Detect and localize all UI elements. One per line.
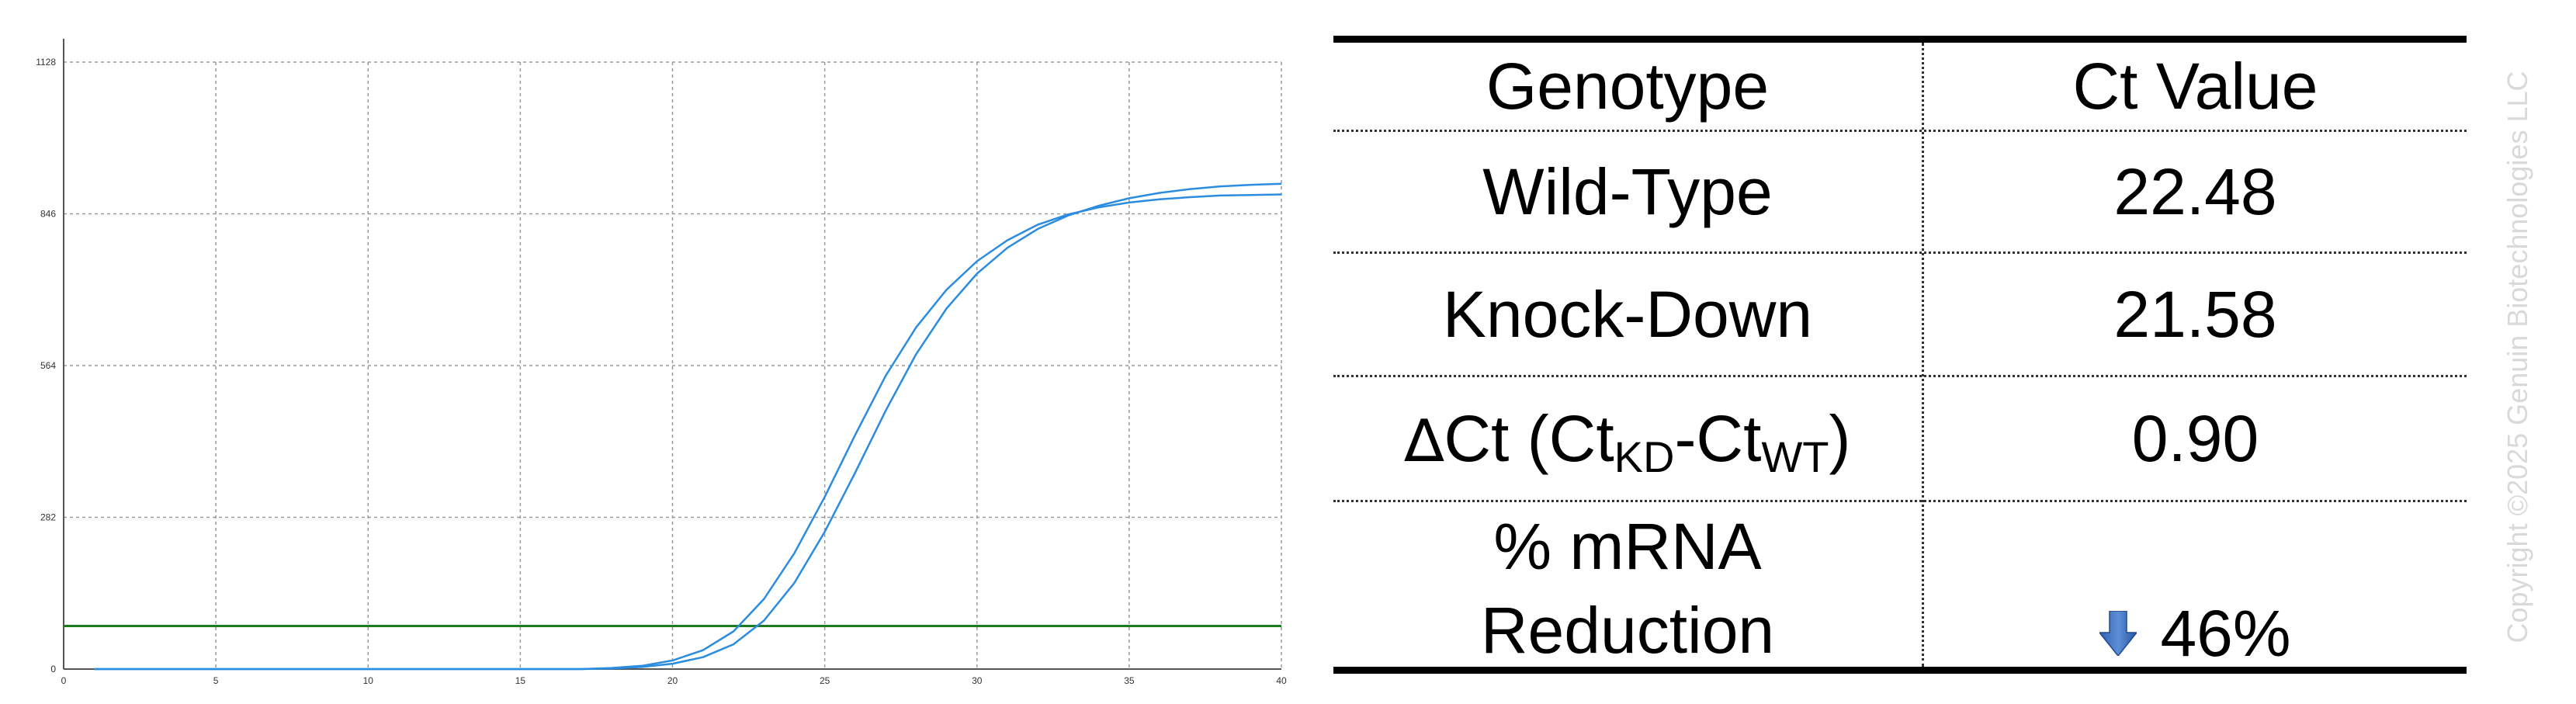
y-tick-labels: 0 282 564 846 1128 xyxy=(36,57,56,675)
x-tick-label: 20 xyxy=(667,675,678,686)
x-tick-label: 5 xyxy=(213,675,219,686)
amplification-curve-2 xyxy=(94,182,1282,671)
grid xyxy=(64,61,1282,669)
table-header-row: Genotype Ct Value xyxy=(1333,43,2467,132)
header-ct-value: Ct Value xyxy=(2072,50,2318,123)
x-tick-label: 0 xyxy=(61,675,67,686)
y-tick-label: 282 xyxy=(40,512,56,523)
y-tick-label: 846 xyxy=(40,209,56,220)
delta-ct-label: ∆Ct (CtKD-CtWT) xyxy=(1333,377,1922,500)
table-row-knock-down: Knock-Down 21.58 xyxy=(1333,254,2467,377)
amplification-chart: 0 5 10 15 20 25 30 35 40 0 282 564 846 1128 xyxy=(36,39,1287,686)
x-tick-label: 10 xyxy=(363,675,374,686)
ct-results-table: Genotype Ct Value Wild-Type 22.48 Knock-… xyxy=(1333,36,2467,674)
wild-type-ct: 22.48 xyxy=(2113,155,2277,228)
x-tick-label: 15 xyxy=(515,675,526,686)
reduction-label-line2: Reduction xyxy=(1480,593,1775,667)
x-tick-label: 35 xyxy=(1124,675,1135,686)
y-tick-label: 564 xyxy=(40,360,56,371)
table-row-wild-type: Wild-Type 22.48 xyxy=(1333,132,2467,254)
table-row-delta-ct: ∆Ct (CtKD-CtWT) 0.90 xyxy=(1333,377,2467,502)
delta-symbol: ∆ xyxy=(1404,406,1444,475)
x-tick-labels: 0 5 10 15 20 25 30 35 40 xyxy=(61,675,1287,686)
delta-ct-sub-wt: WT xyxy=(1761,432,1829,481)
delta-ct-sub-kd: KD xyxy=(1614,432,1675,481)
reduction-label-line1: % mRNA xyxy=(1493,509,1762,583)
knock-down-label: Knock-Down xyxy=(1442,278,1813,351)
header-genotype: Genotype xyxy=(1486,50,1770,123)
x-tick-label: 25 xyxy=(820,675,830,686)
table-row-reduction: % mRNA Reduction 46% xyxy=(1333,502,2467,674)
reduction-value: 46% xyxy=(2160,597,2291,670)
delta-ct-label-part-b: -Ct xyxy=(1674,402,1762,475)
delta-ct-label-part-a: Ct (Ct xyxy=(1444,402,1614,475)
amplification-curve-1 xyxy=(94,193,1282,671)
copyright-watermark: Copyright ©2025 Genuin Biotechnologies L… xyxy=(2501,71,2533,643)
delta-ct-label-part-c: ) xyxy=(1829,402,1851,475)
y-tick-label: 1128 xyxy=(36,57,56,68)
series-lines xyxy=(94,182,1282,671)
arrow-down-icon xyxy=(2099,611,2137,656)
reduction-value-cell: 46% xyxy=(1924,502,2467,674)
wild-type-label: Wild-Type xyxy=(1482,155,1773,228)
y-tick-label: 0 xyxy=(50,664,56,675)
x-tick-label: 40 xyxy=(1276,675,1287,686)
x-tick-label: 30 xyxy=(972,675,983,686)
column-divider xyxy=(1922,43,1924,667)
reduction-label: % mRNA Reduction xyxy=(1333,502,1922,674)
knock-down-ct: 21.58 xyxy=(2113,278,2277,351)
delta-ct-value: 0.90 xyxy=(2131,402,2259,475)
